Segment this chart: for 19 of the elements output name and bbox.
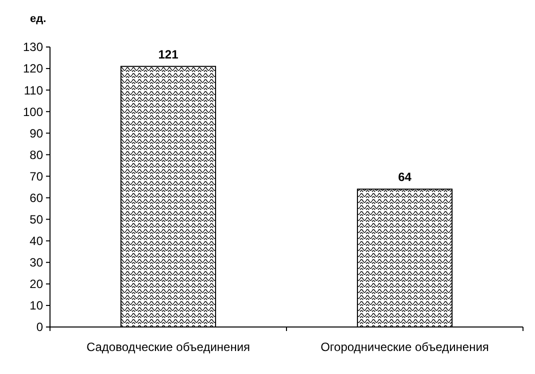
y-tick-label: 0	[36, 320, 44, 334]
y-tick-label: 80	[30, 148, 44, 162]
data-label: 64	[398, 170, 412, 184]
y-tick-label: 20	[30, 277, 44, 292]
y-axis-title: ед.	[30, 13, 46, 25]
y-tick-label: 100	[22, 104, 44, 119]
y-tick-label: 10	[30, 298, 44, 313]
x-tick-label: Огороднические объединения	[320, 340, 489, 354]
y-tick-label: 130	[22, 40, 44, 54]
y-tick-label: 120	[22, 62, 44, 76]
y-tick-label: 60	[30, 190, 44, 205]
y-tick-label: 40	[30, 234, 44, 248]
y-tick-label: 30	[30, 256, 44, 270]
data-label: 121	[158, 47, 179, 62]
y-tick-label: 50	[30, 212, 44, 227]
y-tick-label: 90	[30, 126, 44, 140]
x-tick-label: Садоводческие объединения	[86, 340, 250, 354]
y-tick-label: 110	[24, 83, 44, 98]
y-tick-label: 70	[30, 169, 44, 184]
